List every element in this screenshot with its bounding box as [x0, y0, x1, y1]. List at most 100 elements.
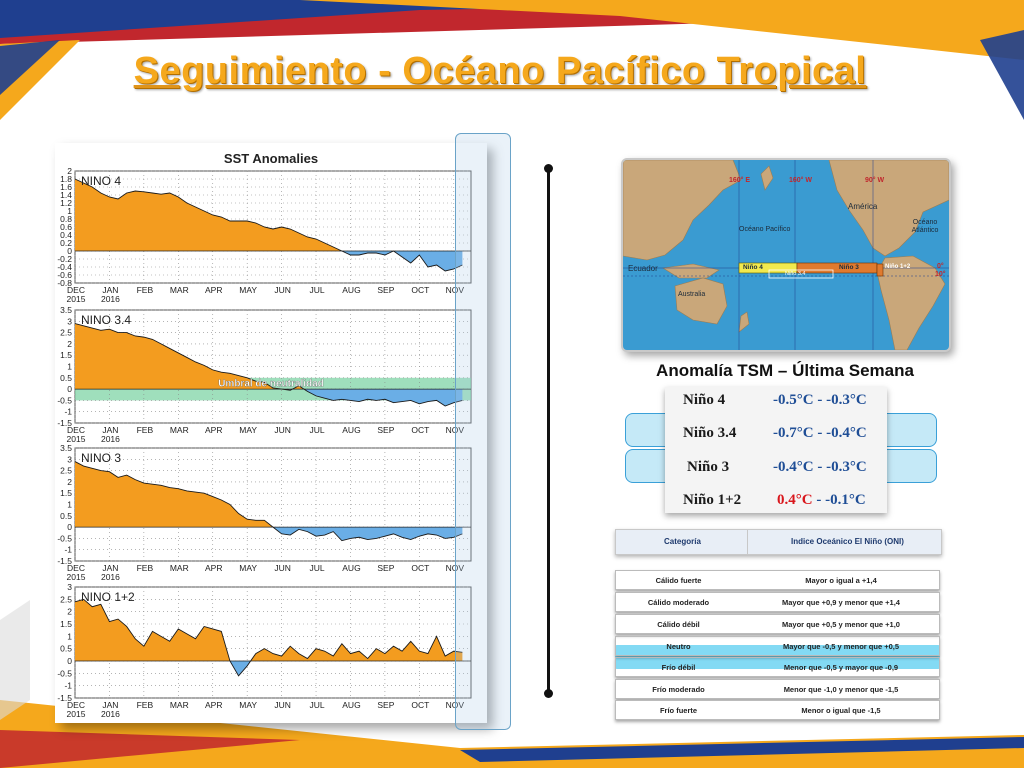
oni-table-header: Categoría Indice Oceánico El Niño (ONI): [615, 529, 942, 555]
x-tick-label: AUG: [342, 563, 360, 573]
x-tick-label: JAN: [102, 563, 118, 573]
y-tick-label: 2.5: [60, 328, 72, 338]
land-north-america: [828, 160, 949, 257]
anomaly-range-rest: - -0.1°C: [812, 492, 866, 508]
y-tick-label: 0.5: [60, 511, 72, 521]
negative-area: [75, 251, 463, 271]
land-japan: [760, 165, 774, 191]
anomaly-range: -0.7°C - -0.4°C: [773, 425, 867, 441]
y-tick-label: 1.5: [60, 488, 72, 498]
x-tick-label: JAN: [102, 425, 118, 435]
x-tick-label: AUG: [342, 425, 360, 435]
anomaly-region: Niño 3.4: [683, 425, 737, 441]
x-tick-label: APR: [205, 563, 222, 573]
oni-category: Neutro: [666, 642, 691, 651]
oni-header-category: Categoría: [664, 537, 701, 546]
x-tick-year: 2015: [67, 434, 86, 444]
x-tick-label: AUG: [342, 285, 360, 295]
y-tick-label: -0.2: [57, 254, 72, 264]
map-america: América: [848, 202, 878, 211]
y-tick-label: 0.4: [60, 230, 72, 240]
anomaly-range: 0.4°C - -0.1°C: [777, 492, 866, 509]
map-lat0: 0°: [937, 263, 944, 270]
y-tick-label: 3.5: [60, 305, 72, 315]
map-lon-160e: 160° E: [729, 177, 751, 184]
y-tick-label: -0.5: [57, 668, 72, 678]
x-tick-label: JUN: [274, 700, 291, 710]
x-tick-label: SEP: [377, 285, 394, 295]
y-tick-label: 0: [67, 384, 72, 394]
x-tick-label: SEP: [377, 700, 394, 710]
y-tick-label: 1.6: [60, 182, 72, 192]
x-tick-label: APR: [205, 285, 222, 295]
anomaly-region: Niño 4: [683, 392, 726, 408]
map-lon-160w: 160° W: [789, 177, 813, 184]
x-tick-year: 2015: [67, 572, 86, 582]
x-tick-label: NOV: [446, 563, 465, 573]
y-tick-label: 1.2: [60, 198, 72, 208]
anomaly-region: Niño 1+2: [683, 492, 742, 508]
divider-dot-bottom: [544, 689, 553, 698]
y-tick-label: 0: [67, 522, 72, 532]
nino12-region: [876, 263, 884, 277]
oni-row: Frío débil Menor que -0,5 y mayor que -0…: [615, 657, 940, 677]
oni-category: Frío moderado: [652, 685, 705, 694]
x-tick-label: FEB: [137, 285, 154, 295]
anomaly-table: Niño 4 -0.5°C - -0.3°C Niño 3.4 -0.7°C -…: [665, 387, 887, 513]
series-line: [74, 178, 463, 272]
y-tick-label: 2.5: [60, 466, 72, 476]
x-tick-label: JUN: [274, 563, 291, 573]
y-tick-label: -0.6: [57, 270, 72, 280]
y-tick-label: 2.5: [60, 594, 72, 604]
oni-row: Cálido débil Mayor que +0,5 y menor que …: [615, 614, 940, 634]
nino-regions-map: 160° E 160° W 90° W América Océano Pacíf…: [621, 158, 951, 352]
y-tick-label: 2: [67, 477, 72, 487]
positive-area: [75, 179, 463, 251]
x-tick-label: NOV: [446, 425, 465, 435]
land-south-america: [876, 255, 946, 350]
y-tick-label: 1: [67, 500, 72, 510]
map-nino34: Niño 3.4: [785, 271, 806, 277]
sst-anomalies-svg: SST Anomalies21.81.61.41.210.80.60.40.20…: [57, 151, 472, 719]
land-indonesia: [662, 263, 720, 279]
y-tick-label: -0.8: [57, 278, 72, 288]
x-tick-label: MAY: [239, 285, 257, 295]
nino3-region: [796, 262, 878, 274]
x-tick-year: 2015: [67, 294, 86, 304]
map-oceano-pacifico: Océano Pacífico: [739, 226, 791, 233]
panel-label: NINO 1+2: [81, 590, 135, 604]
x-tick-label: APR: [205, 700, 222, 710]
land-asia: [623, 160, 742, 261]
panel-frame: [74, 586, 472, 699]
positive-area: [75, 461, 273, 528]
x-tick-label: JUL: [309, 425, 324, 435]
sst-anomalies-chart: SST Anomalies 2 1.8 1.6 1.4 1.2 1 0.8 0.6 0.4 0.2 0…: [55, 143, 487, 723]
oni-category: Frío fuerte: [659, 706, 698, 715]
map-nino4: Niño 4: [743, 264, 763, 271]
oni-value: Mayor que +0,9 y menor que +1,4: [782, 598, 900, 607]
y-tick-label: 0.2: [60, 238, 72, 248]
x-tick-label: SEP: [377, 563, 394, 573]
page-title: Seguimiento - Océano Pacífico Tropical: [133, 50, 867, 92]
panel-label: NINO 3.4: [81, 313, 131, 327]
series-line: [74, 598, 463, 677]
y-tick-label: 1.8: [60, 174, 72, 184]
y-tick-label: 2: [67, 339, 72, 349]
y-tick-label: -1.5: [57, 556, 72, 566]
positive-area: [75, 599, 463, 661]
oni-category: Cálido débil: [657, 620, 700, 629]
x-tick-label: OCT: [411, 425, 429, 435]
x-tick-label: APR: [205, 425, 222, 435]
x-tick-label: SEP: [377, 425, 394, 435]
x-tick-label: NOV: [446, 700, 465, 710]
neutral-band-label: Umbral de neutralidad: [218, 378, 324, 389]
y-tick-label: 2: [67, 166, 72, 176]
y-tick-label: 1.5: [60, 350, 72, 360]
x-tick-label: MAY: [239, 700, 257, 710]
anomaly-row-nino34: Niño 3.4 -0.7°C - -0.4°C: [665, 420, 887, 448]
oni-value: Menor que -0,5 y mayor que -0,9: [783, 663, 899, 672]
y-tick-label: 1.4: [60, 190, 72, 200]
y-tick-label: 1: [67, 206, 72, 216]
positive-area: [75, 323, 304, 390]
x-tick-label: OCT: [411, 285, 429, 295]
